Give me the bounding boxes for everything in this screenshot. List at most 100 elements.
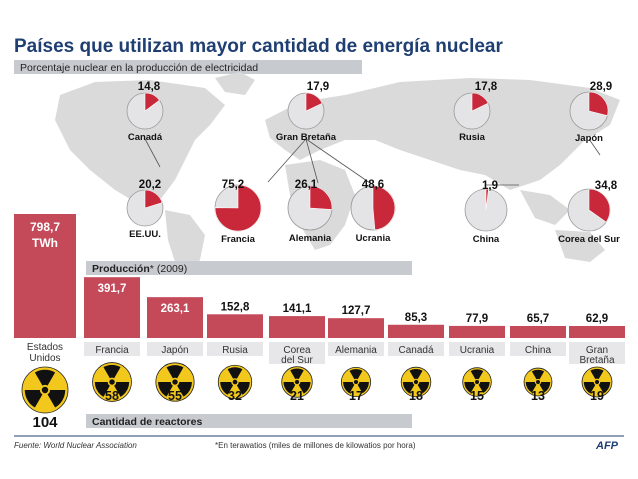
footer-brand: AFP (595, 440, 619, 452)
pie-10: 34,8 Corea del Sur (558, 180, 620, 245)
world-map (55, 72, 620, 270)
pie-8: 48,6 Ucrania (350, 179, 396, 244)
bar-7 (388, 324, 444, 338)
reactor-count-label: 15 (470, 389, 484, 403)
reactor-count-label: 18 (409, 389, 423, 403)
pie-value-label: 14,8 (138, 81, 161, 93)
bar-1 (14, 214, 76, 338)
radiation-icon (400, 366, 432, 398)
pie-group: 14,8 Canadá 17,9 Gran Bretaña 17,8 Rusia 28,9 J… (126, 81, 620, 245)
bar-value-label: 85,3 (405, 312, 427, 324)
reactor-count-label: 21 (290, 389, 304, 403)
reactor-count-label: 104 (32, 414, 58, 431)
category-box (510, 342, 566, 356)
bar-5 (269, 316, 325, 338)
pie-value-label: 48,6 (362, 179, 384, 191)
bar-category-label: del Sur (281, 355, 313, 366)
bar-category-label: Rusia (222, 345, 248, 356)
bar-value-label: 62,9 (586, 313, 608, 325)
bar-3 (147, 297, 203, 338)
pie-value-label: 75,2 (222, 179, 244, 191)
category-box (147, 342, 203, 356)
category-box (269, 342, 325, 364)
bar-value-label: 127,7 (342, 305, 371, 317)
footer-note: *En terawatios (miles de millones de kil… (215, 441, 416, 450)
reactor-count-label: 58 (105, 389, 119, 403)
pie-country-label: Francia (221, 234, 256, 245)
bar-category-label: Francia (95, 345, 129, 356)
radiation-icon (21, 366, 69, 414)
chart-title: Países que utilizan mayor cantidad de en… (14, 36, 503, 57)
category-box (84, 342, 140, 356)
pie-subtitle: Porcentaje nuclear en la producción de e… (20, 62, 258, 74)
pie-country-label: EE.UU. (129, 229, 161, 240)
pie-country-label: Gran Bretaña (276, 132, 337, 143)
pie-connector-line (305, 138, 319, 184)
bar-unit-label: TWh (32, 236, 58, 250)
pie-country-label: Alemania (289, 233, 332, 244)
pie-country-label: Corea del Sur (558, 234, 620, 245)
pie-value-label: 26,1 (295, 179, 318, 191)
radiation-icon (281, 366, 313, 398)
bar-8 (449, 325, 505, 338)
reactor-count-label: 17 (349, 389, 363, 403)
bar-category-label: Canadá (398, 345, 433, 356)
pie-9: 1,9 China (464, 180, 508, 245)
pie-country-label: Rusia (459, 132, 486, 143)
footer-source: Fuente: World Nuclear Association (14, 441, 137, 450)
pie-value-label: 20,2 (139, 179, 161, 191)
bar-4 (207, 314, 263, 338)
pie-slice-nuclear (309, 185, 333, 210)
reactor-count-label: 19 (590, 389, 604, 403)
bar-category-label: Ucrania (460, 345, 495, 356)
pie-slice-nuclear (588, 188, 611, 223)
pie-country-label: Ucrania (356, 233, 392, 244)
bar-category-label: Estados (27, 342, 63, 353)
pie-slice-nuclear (305, 92, 323, 112)
pie-value-label: 28,9 (590, 81, 612, 93)
reactor-count-label: 55 (168, 389, 182, 403)
pie-slice-nuclear (372, 185, 396, 231)
pie-connector-line (305, 138, 371, 184)
bar-9 (510, 326, 566, 338)
radiation-icon (340, 366, 372, 398)
radiation-icon (217, 364, 253, 400)
category-box (449, 342, 505, 356)
pie-slice-nuclear (214, 184, 262, 232)
reactor-count-label: 13 (531, 389, 545, 403)
bar-10 (569, 326, 625, 338)
pie-7: 26,1 Alemania (287, 179, 333, 244)
bar-category-label: China (525, 345, 552, 356)
subtitle-band (14, 60, 362, 74)
reactor-group: 104 58 55 32 21 17 18 15 13 19 (21, 362, 613, 431)
bar-value-label: 77,9 (466, 313, 488, 325)
bar-category-label: Japón (161, 345, 188, 356)
pie-value-label: 1,9 (482, 180, 498, 192)
bar-category-label: Unidos (29, 353, 60, 364)
reactors-label: Cantidad de reactores (92, 416, 202, 428)
pie-2: 17,9 Gran Bretaña (276, 81, 337, 143)
bar-6 (328, 318, 384, 338)
bar-category-label: Alemania (335, 345, 377, 356)
bar-value-label: 263,1 (161, 303, 190, 315)
pie-slice-nuclear (144, 189, 163, 209)
reactors-band (86, 414, 412, 428)
pie-1: 14,8 Canadá (126, 81, 164, 143)
production-band (86, 261, 412, 275)
pie-slice-nuclear (588, 91, 609, 116)
bar-value-label: 141,1 (283, 303, 312, 315)
pie-value-label: 17,8 (475, 81, 498, 93)
pie-country-label: Canadá (128, 132, 163, 143)
radiation-icon (155, 362, 195, 402)
pie-3: 17,8 Rusia (453, 81, 498, 143)
production-label: Producción* (2009) (92, 263, 187, 275)
radiation-icon (92, 362, 132, 402)
radiation-icon (523, 367, 553, 397)
pie-connector-line (144, 138, 161, 168)
pie-connector-line (588, 138, 601, 156)
bar-2 (84, 277, 140, 338)
bar-category-label: Bretaña (579, 355, 614, 366)
category-box (328, 342, 384, 356)
radiation-icon (581, 366, 613, 398)
